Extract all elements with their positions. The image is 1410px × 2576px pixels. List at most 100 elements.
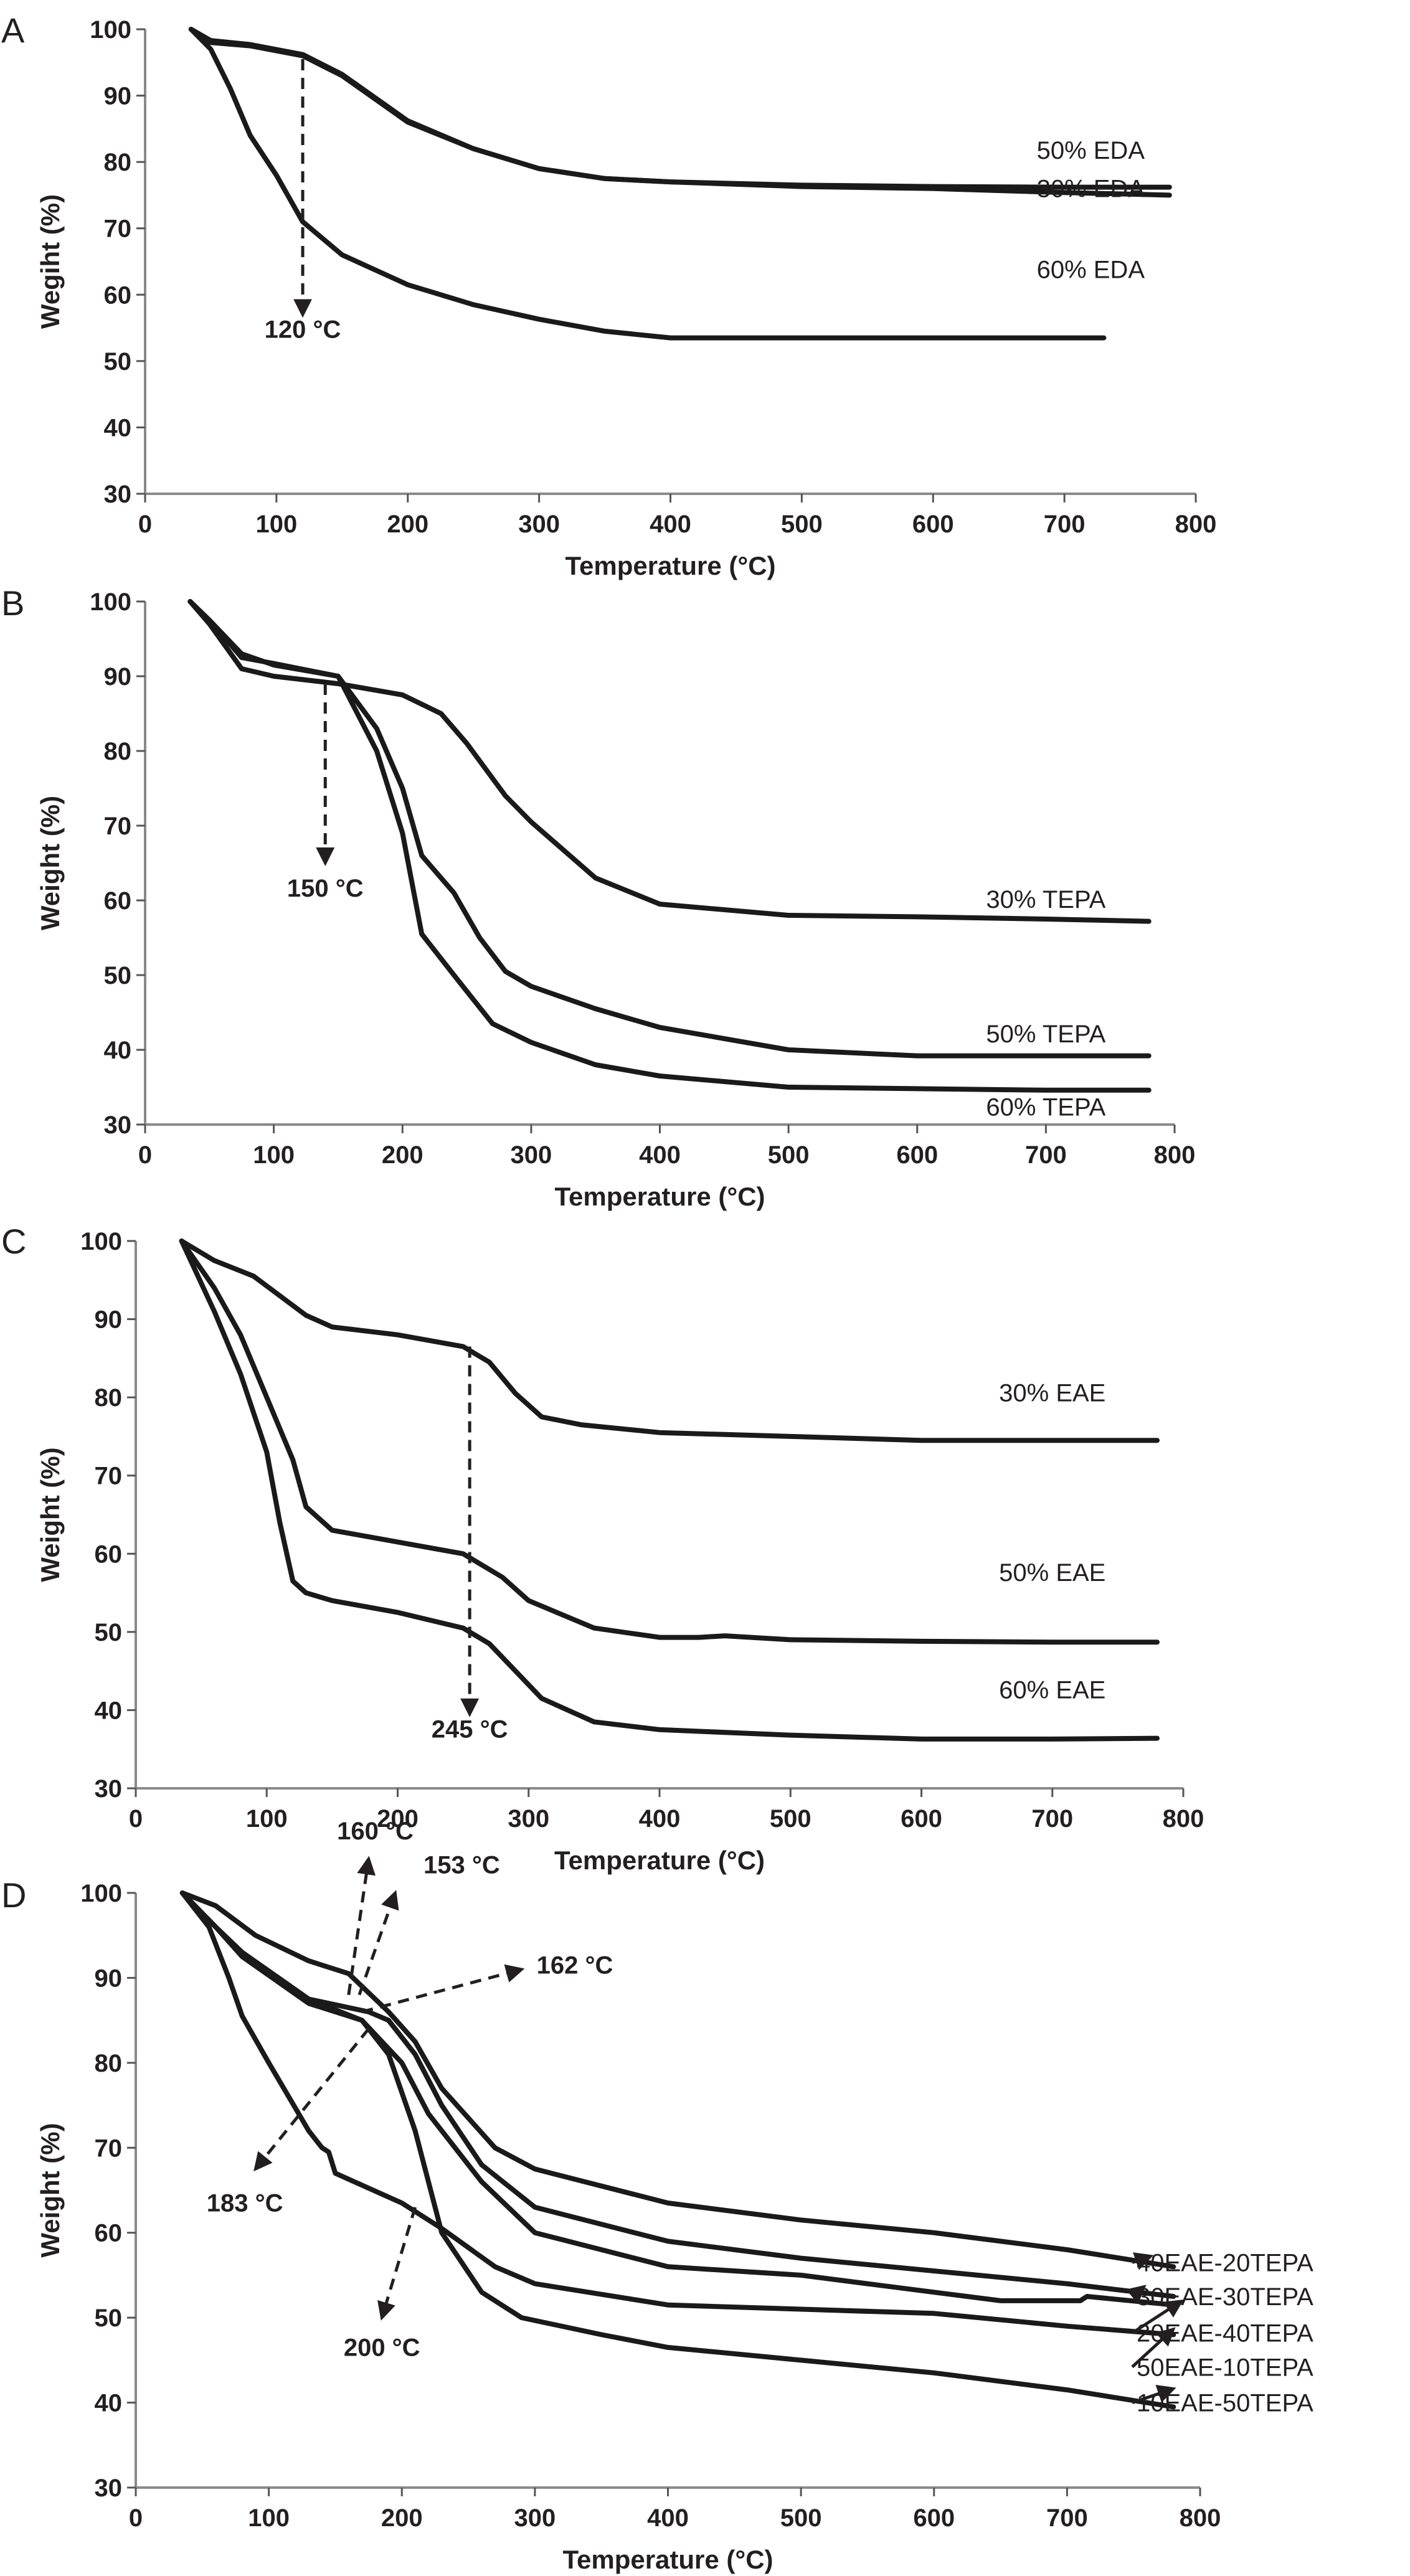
series-line-10eae-50tepa [179, 1890, 1176, 2410]
label-arrow [1132, 2252, 1154, 2270]
annotation-label: 150 °C [287, 875, 364, 902]
label-arrow [1131, 2299, 1184, 2334]
annotation-label: 200 °C [344, 2334, 420, 2362]
annotation-label: 183 °C [207, 2190, 283, 2217]
y-tick-label: 60 [104, 887, 132, 915]
y-axis-title: Weight (%) [35, 1447, 65, 1582]
series-label: 60% TEPA [986, 1094, 1105, 1121]
x-tick-label: 100 [246, 1805, 288, 1833]
series-label: 30% TEPA [986, 886, 1105, 913]
y-tick-label: 40 [104, 1037, 132, 1064]
x-tick-label: 0 [129, 2504, 143, 2532]
x-tick-label: 0 [138, 1141, 152, 1169]
x-tick-label: 800 [1180, 2504, 1221, 2532]
series-line-50eae-10tepa [179, 1890, 1176, 2338]
y-tick-label: 100 [90, 16, 131, 44]
series-label: 60% EDA [1037, 257, 1145, 284]
dashed-arrow-153 [357, 1890, 399, 1996]
x-tick-label: 800 [1163, 1805, 1204, 1833]
x-tick-label: 600 [912, 511, 954, 538]
series-label: 50% EDA [1037, 137, 1145, 164]
series-line-60-tepa [187, 599, 1152, 1093]
x-tick-label: 700 [1044, 511, 1086, 538]
x-tick-label: 600 [901, 1805, 942, 1833]
series-line-30-eda [188, 27, 1172, 198]
x-axis-title: Temperature (°C) [565, 551, 775, 580]
panel-b: B 30 40 50 60 70 80 90 100 0 100 200 300 400 500 600 700… [1, 583, 1195, 1211]
x-tick-label: 700 [1046, 2504, 1088, 2532]
x-tick-label: 200 [381, 2504, 423, 2532]
x-tick-label: 800 [1154, 1141, 1196, 1169]
x-tick-label: 500 [780, 2504, 822, 2532]
y-tick-label: 60 [95, 1540, 123, 1568]
annotation-label: 245 °C [432, 1715, 508, 1743]
series-label: 30% EAE [999, 1379, 1105, 1407]
dashed-arrow-200 [377, 2207, 417, 2321]
y-tick-label: 90 [95, 1306, 123, 1334]
y-axis-title: Wegiht (%) [35, 194, 65, 329]
x-tick-label: 400 [639, 1805, 681, 1833]
x-tick-label: 400 [639, 1141, 681, 1169]
annotation-label: 120 °C [265, 316, 341, 344]
x-tick-label: 200 [382, 1141, 423, 1169]
y-tick-label: 100 [80, 1228, 122, 1255]
y-tick-label: 90 [104, 663, 132, 691]
x-tick-label: 0 [138, 511, 152, 538]
y-tick-label: 70 [95, 2135, 123, 2162]
series-line-20eae-40tepa [179, 1890, 1176, 2308]
y-tick-label: 30 [95, 1775, 123, 1803]
x-tick-label: 0 [129, 1805, 143, 1833]
y-axis-title: Weight (%) [35, 796, 65, 930]
series-label: 50% TEPA [986, 1021, 1105, 1048]
x-axis-title: Temperature (°C) [554, 1182, 765, 1211]
dashed-arrow-162 [361, 1964, 525, 2014]
x-axis-title: Temperature (°C) [554, 1846, 765, 1875]
y-axis-title: Weight (%) [35, 2123, 65, 2257]
series-line-50-eae [179, 1238, 1160, 1645]
series-label: 30% EDA [1037, 176, 1145, 203]
x-tick-label: 400 [647, 2504, 689, 2532]
panel-d: D 30 40 50 60 70 80 90 100 0 100 200 300 400 500 600 700… [1, 1818, 1313, 2574]
panel-letter: C [1, 1222, 26, 1261]
x-tick-label: 300 [518, 511, 560, 538]
y-tick-label: 70 [104, 813, 132, 840]
y-tick-label: 30 [104, 1111, 132, 1139]
x-tick-label: 600 [913, 2504, 955, 2532]
annotation-label: 160 °C [337, 1818, 414, 1845]
x-tick-label: 700 [1025, 1141, 1067, 1169]
y-tick-label: 40 [95, 2390, 123, 2417]
y-tick-label: 50 [104, 348, 132, 375]
y-tick-label: 70 [104, 215, 132, 243]
y-tick-label: 60 [95, 2220, 123, 2247]
panel-letter: D [1, 1875, 26, 1915]
x-tick-label: 400 [650, 511, 691, 538]
y-tick-label: 80 [95, 1384, 123, 1412]
y-tick-label: 90 [95, 1965, 123, 1992]
x-tick-label: 800 [1175, 511, 1217, 538]
series-label: 20EAE-40TEPA [1137, 2320, 1313, 2347]
series-line-30eae-30tepa [179, 1890, 1176, 2299]
x-tick-label: 300 [511, 1141, 552, 1169]
y-tick-label: 80 [104, 738, 132, 765]
x-tick-label: 100 [248, 2504, 290, 2532]
series-line-30-tepa [187, 599, 1152, 924]
y-tick-label: 40 [104, 414, 132, 441]
y-tick-label: 90 [104, 83, 132, 110]
y-tick-label: 50 [104, 962, 132, 989]
y-tick-label: 60 [104, 281, 132, 309]
panel-letter: A [1, 11, 25, 50]
x-tick-label: 100 [253, 1141, 295, 1169]
series-line-60-eda [188, 27, 1107, 341]
series-line-50-tepa [187, 599, 1152, 1059]
series-line-30-eae [179, 1238, 1160, 1443]
series-label: 50EAE-10TEPA [1137, 2354, 1313, 2381]
series-line-40eae-20tepa [179, 1890, 1176, 2270]
series-line-50-eda [188, 27, 1172, 190]
y-tick-label: 30 [95, 2475, 123, 2502]
y-tick-label: 50 [95, 1619, 123, 1646]
y-tick-label: 100 [90, 588, 131, 616]
series-line-60-eae [179, 1238, 1160, 1742]
x-axis-title: Temperature (°C) [562, 2545, 773, 2574]
annotation-label: 162 °C [537, 1952, 613, 1979]
